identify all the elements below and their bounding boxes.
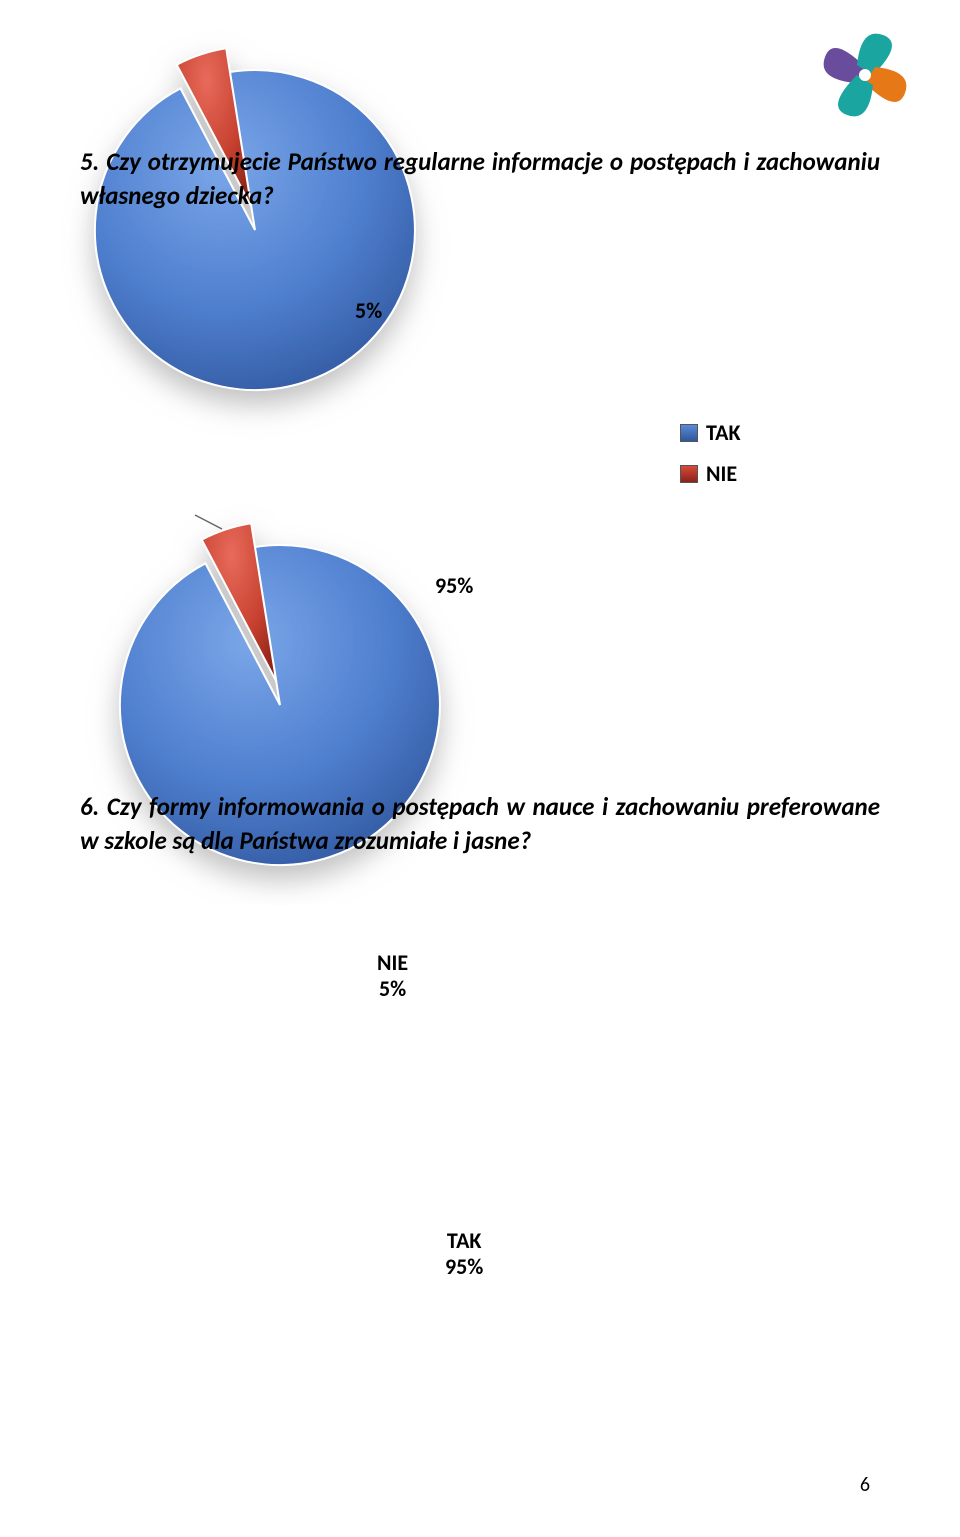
- question-5-text: Czy otrzymujecie Państwo regularne infor…: [80, 146, 880, 211]
- legend-swatch-nie: [680, 465, 698, 483]
- question-5: 5. Czy otrzymujecie Państwo regularne in…: [80, 145, 880, 213]
- chart-1-legend: TAK NIE: [680, 415, 741, 497]
- question-6-text: Czy formy informowania o postępach w nau…: [80, 791, 880, 856]
- question-5-number: 5.: [80, 146, 99, 177]
- chart-1-slice-tak: [95, 70, 415, 390]
- chart-2-label-tak-text: TAK: [445, 1228, 483, 1254]
- legend-label-tak: TAK: [706, 415, 741, 450]
- chart-2-label-nie-pct: 5%: [377, 976, 408, 1002]
- chart-2-label-nie: NIE 5%: [377, 950, 408, 1003]
- legend-item-tak: TAK: [680, 415, 741, 450]
- chart-2-label-tak-pct: 95%: [445, 1254, 483, 1280]
- page: 5. Czy otrzymujecie Państwo regularne in…: [0, 0, 960, 1537]
- chart-2-leader-line: [195, 515, 222, 529]
- legend-label-nie: NIE: [706, 456, 737, 491]
- chart-1-pie: [0, 0, 640, 440]
- legend-swatch-tak: [680, 424, 698, 442]
- chart-1-label-5pct: 5%: [355, 297, 382, 324]
- question-6: 6. Czy formy informowania o postępach w …: [80, 790, 880, 858]
- page-number: 6: [860, 1473, 870, 1497]
- chart-1-label-95pct: 95%: [435, 572, 473, 599]
- question-6-number: 6.: [80, 791, 99, 822]
- legend-item-nie: NIE: [680, 456, 741, 491]
- logo-center: [859, 69, 871, 81]
- chart-2-label-tak: TAK 95%: [445, 1228, 483, 1281]
- logo-flower-icon: [810, 20, 920, 130]
- chart-2-label-nie-text: NIE: [377, 950, 408, 976]
